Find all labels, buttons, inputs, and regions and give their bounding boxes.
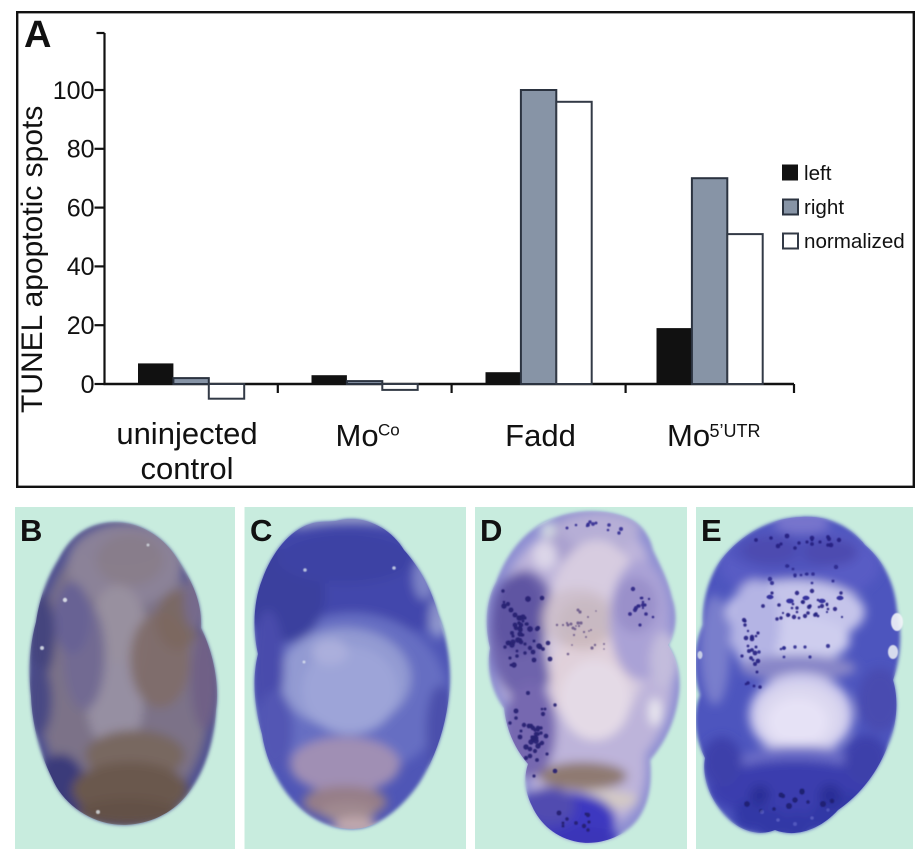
svg-text:normalized: normalized: [804, 230, 905, 253]
svg-text:right: right: [804, 196, 844, 219]
svg-text:Co: Co: [378, 421, 400, 440]
svg-text:A: A: [24, 14, 51, 56]
svg-text:control: control: [140, 451, 233, 486]
svg-text:100: 100: [53, 77, 95, 105]
svg-text:D: D: [480, 513, 502, 548]
svg-text:0: 0: [81, 371, 95, 399]
svg-text:5’UTR: 5’UTR: [710, 421, 761, 441]
svg-text:Mo: Mo: [667, 418, 710, 453]
svg-text:80: 80: [67, 136, 95, 164]
svg-text:E: E: [701, 513, 722, 548]
svg-text:uninjected: uninjected: [116, 416, 257, 451]
svg-text:Fadd: Fadd: [505, 418, 576, 453]
svg-text:20: 20: [67, 312, 95, 340]
svg-text:B: B: [20, 513, 42, 548]
svg-text:C: C: [250, 513, 272, 548]
svg-text:left: left: [804, 162, 832, 185]
svg-text:40: 40: [67, 253, 95, 281]
svg-text:TUNEL apoptotic spots: TUNEL apoptotic spots: [16, 106, 49, 413]
svg-text:Mo: Mo: [336, 418, 379, 453]
svg-text:60: 60: [67, 194, 95, 222]
